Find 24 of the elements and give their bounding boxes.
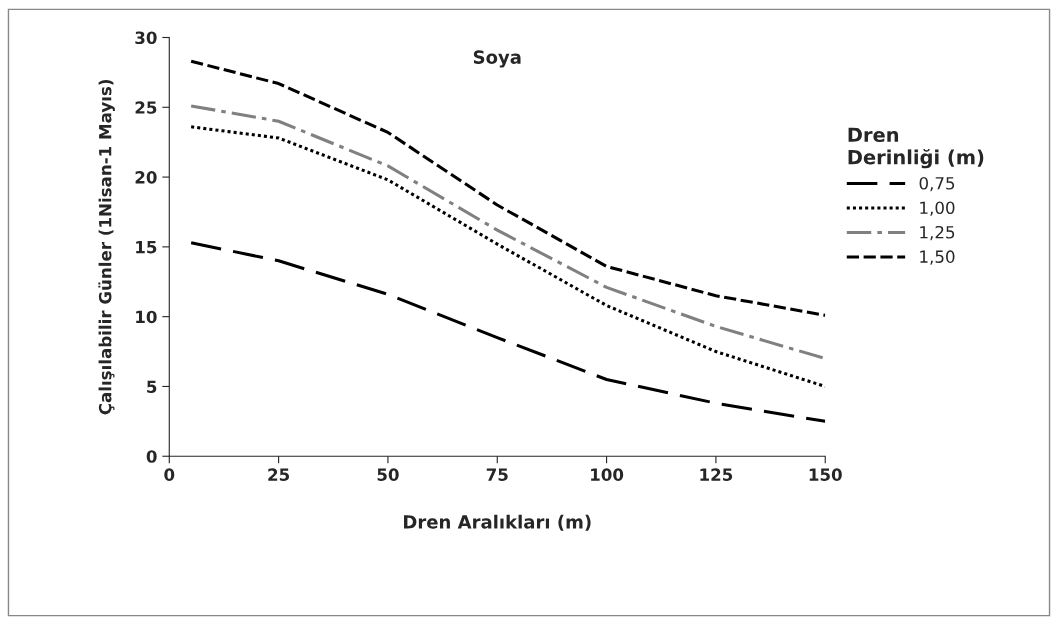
x-axis-title: Dren Aralıkları (m) xyxy=(404,514,591,531)
x-tick-label: 75 xyxy=(486,468,508,481)
text: Soya xyxy=(473,50,521,68)
legend-title: Dren Derinliği (m) xyxy=(848,127,984,169)
legend-label: 1,25 xyxy=(920,225,955,241)
x-tick-label: 0 xyxy=(164,468,175,481)
y-tick-label: 10 xyxy=(136,310,157,324)
line-series xyxy=(189,104,826,361)
y-tick-label: 5 xyxy=(147,380,157,394)
y-axis-title: Çalışılabilir Günler (1Nisan-1 Mayıs) xyxy=(98,79,115,415)
legend-label: 1,50 xyxy=(920,250,955,265)
y-tick-label: 30 xyxy=(135,31,157,45)
x-tick-label: 100 xyxy=(591,468,624,481)
x-tick-label: 25 xyxy=(268,468,290,481)
line-series xyxy=(189,241,826,423)
legend-label: 0,75 xyxy=(919,176,955,192)
legend-label: 1,00 xyxy=(920,201,955,216)
y-tick-label: 15 xyxy=(136,241,157,254)
x-tick-label: 150 xyxy=(809,468,842,481)
y-tick-label: 25 xyxy=(135,101,157,114)
x-tick-label: 125 xyxy=(700,468,733,481)
y-tick-label: 20 xyxy=(135,171,157,184)
y-tick-label: 0 xyxy=(146,450,157,463)
x-tick-label: 50 xyxy=(377,468,399,481)
